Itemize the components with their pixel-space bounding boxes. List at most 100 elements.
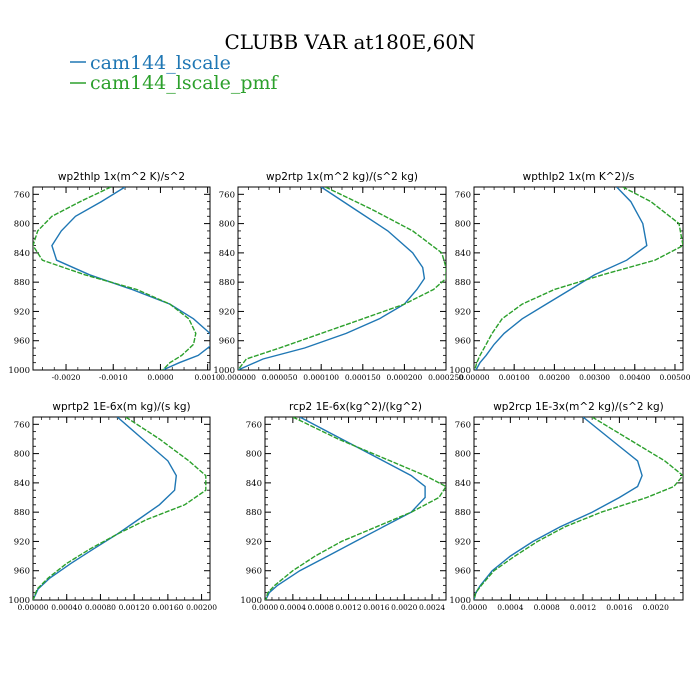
x-tick-label: 0.0008 — [534, 603, 560, 612]
y-tick-label: 840 — [455, 479, 471, 489]
y-tick-label: 880 — [246, 508, 262, 518]
y-tick-label: 760 — [14, 190, 30, 200]
y-tick-label: 1000 — [8, 596, 30, 606]
panel-title: wp2rtp 1x(m^2 kg)/(s^2 kg) — [266, 171, 418, 183]
x-tick-label: 0.00000 — [17, 603, 48, 612]
panel-4: wprtp2 1E-6x(m kg)/(s kg) 760 800 840 880 920… — [8, 401, 217, 612]
panel-title: wprtp2 1E-6x(m kg)/(s kg) — [52, 401, 190, 413]
x-tick-label: 0.0000 — [252, 603, 278, 612]
y-tick-label: 800 — [246, 450, 262, 460]
y-tick-label: 800 — [455, 220, 471, 230]
y-tick-label: 960 — [14, 567, 30, 577]
plot-frame — [473, 416, 684, 601]
series-line-cam144_lscale_pmf — [474, 187, 683, 370]
y-tick-label: 840 — [14, 479, 30, 489]
figure-title: CLUBB VAR at180E,60N — [224, 30, 475, 54]
y-tick-label: 840 — [14, 249, 30, 259]
series-line-cam144_lscale — [474, 417, 643, 600]
x-tick-label: 0.00040 — [51, 603, 82, 612]
y-tick-label: 1000 — [449, 366, 471, 376]
plot-frame — [473, 186, 684, 371]
y-tick-label: 960 — [455, 567, 471, 577]
y-tick-label: 840 — [219, 249, 235, 259]
y-tick-label: 920 — [14, 307, 30, 317]
x-tick-label: 0.000100 — [303, 373, 339, 382]
x-tick-label: 0.00500 — [659, 373, 690, 382]
y-tick-label: 800 — [14, 220, 30, 230]
x-tick-label: 0.00300 — [579, 373, 610, 382]
x-tick-label: 0.00200 — [539, 373, 570, 382]
y-tick-label: 800 — [14, 450, 30, 460]
y-tick-label: 960 — [455, 337, 471, 347]
x-tick-label: 0.0016 — [363, 603, 389, 612]
series-line-cam144_lscale_pmf — [33, 187, 197, 370]
x-tick-label: -0.0010 — [99, 373, 128, 382]
y-tick-label: 960 — [246, 567, 262, 577]
y-tick-label: 800 — [455, 450, 471, 460]
x-tick-label: 0.00100 — [499, 373, 530, 382]
x-tick-label: 0.0004 — [280, 603, 306, 612]
panel-1: wp2thlp 1x(m^2 K)/s^2 760 800 840 880 920 960 1… — [8, 171, 221, 382]
x-tick-label: 0.00400 — [619, 373, 650, 382]
x-tick-label: 0.0020 — [391, 603, 417, 612]
x-tick-label: 0.0016 — [606, 603, 632, 612]
y-tick-label: 920 — [246, 537, 262, 547]
x-tick-label: 0.00160 — [152, 603, 183, 612]
series-line-cam144_lscale — [238, 187, 426, 370]
x-tick-label: 0.00000 — [458, 373, 489, 382]
y-tick-label: 960 — [14, 337, 30, 347]
y-tick-label: 920 — [219, 307, 235, 317]
panel-title: wp2thlp 1x(m^2 K)/s^2 — [58, 171, 185, 183]
legend: cam144_lscale cam144_lscale_pmf — [70, 52, 280, 94]
panel-2: wp2rtp 1x(m^2 kg)/(s^2 kg) 760 800 840 880 92… — [213, 171, 464, 382]
series-line-cam144_lscale — [51, 187, 210, 370]
x-tick-label: 0.0008 — [308, 603, 334, 612]
x-tick-label: 0.00120 — [119, 603, 150, 612]
y-tick-label: 960 — [219, 337, 235, 347]
x-tick-label: 0.000200 — [387, 373, 423, 382]
series-line-cam144_lscale_pmf — [265, 417, 446, 600]
x-tick-label: 0.0012 — [335, 603, 361, 612]
series-line-cam144_lscale — [265, 417, 426, 600]
y-tick-label: 880 — [219, 278, 235, 288]
x-tick-label: 0.0004 — [497, 603, 523, 612]
y-tick-label: 760 — [219, 190, 235, 200]
y-tick-label: 800 — [219, 220, 235, 230]
panel-3: wpthlp2 1x(m K^2)/s 760 800 840 880 920 960 100… — [449, 171, 690, 382]
panel-title: wpthlp2 1x(m K^2)/s — [523, 171, 635, 183]
y-tick-label: 1000 — [8, 366, 30, 376]
series-line-cam144_lscale_pmf — [474, 417, 683, 600]
series-line-cam144_lscale — [33, 417, 178, 600]
y-tick-label: 880 — [14, 278, 30, 288]
plot-frame — [32, 416, 211, 601]
y-tick-label: 920 — [455, 537, 471, 547]
panels-grid: wp2thlp 1x(m^2 K)/s^2 760 800 840 880 920 960 1… — [8, 171, 690, 612]
x-tick-label: 0.000150 — [345, 373, 381, 382]
x-tick-label: 0.0024 — [419, 603, 445, 612]
series-line-cam144_lscale_pmf — [238, 187, 446, 370]
y-tick-label: 920 — [14, 537, 30, 547]
x-tick-label: 0.000050 — [262, 373, 298, 382]
x-tick-label: 0.0000 — [461, 603, 487, 612]
panel-title: rcp2 1E-6x(kg^2)/(kg^2) — [289, 401, 422, 413]
y-tick-label: 760 — [455, 420, 471, 430]
y-tick-label: 1000 — [449, 596, 471, 606]
x-tick-label: 0.000000 — [220, 373, 256, 382]
y-tick-label: 840 — [455, 249, 471, 259]
y-tick-label: 1000 — [240, 596, 262, 606]
y-tick-label: 880 — [455, 278, 471, 288]
x-tick-label: -0.0020 — [52, 373, 81, 382]
x-tick-label: 0.0010 — [195, 373, 221, 382]
x-tick-label: 0.00200 — [186, 603, 217, 612]
x-tick-label: 0.00080 — [85, 603, 116, 612]
plot-frame — [32, 186, 211, 371]
y-tick-label: 1000 — [213, 366, 235, 376]
panel-5: rcp2 1E-6x(kg^2)/(kg^2) 760 800 840 880 920 96… — [240, 401, 447, 612]
y-tick-label: 760 — [246, 420, 262, 430]
y-tick-label: 760 — [455, 190, 471, 200]
x-tick-label: 0.0020 — [643, 603, 669, 612]
legend-label-2: cam144_lscale_pmf — [90, 72, 280, 94]
panel-title: wp2rcp 1E-3x(m^2 kg)/(s^2 kg) — [493, 401, 664, 413]
x-tick-label: 0.0000 — [147, 373, 173, 382]
